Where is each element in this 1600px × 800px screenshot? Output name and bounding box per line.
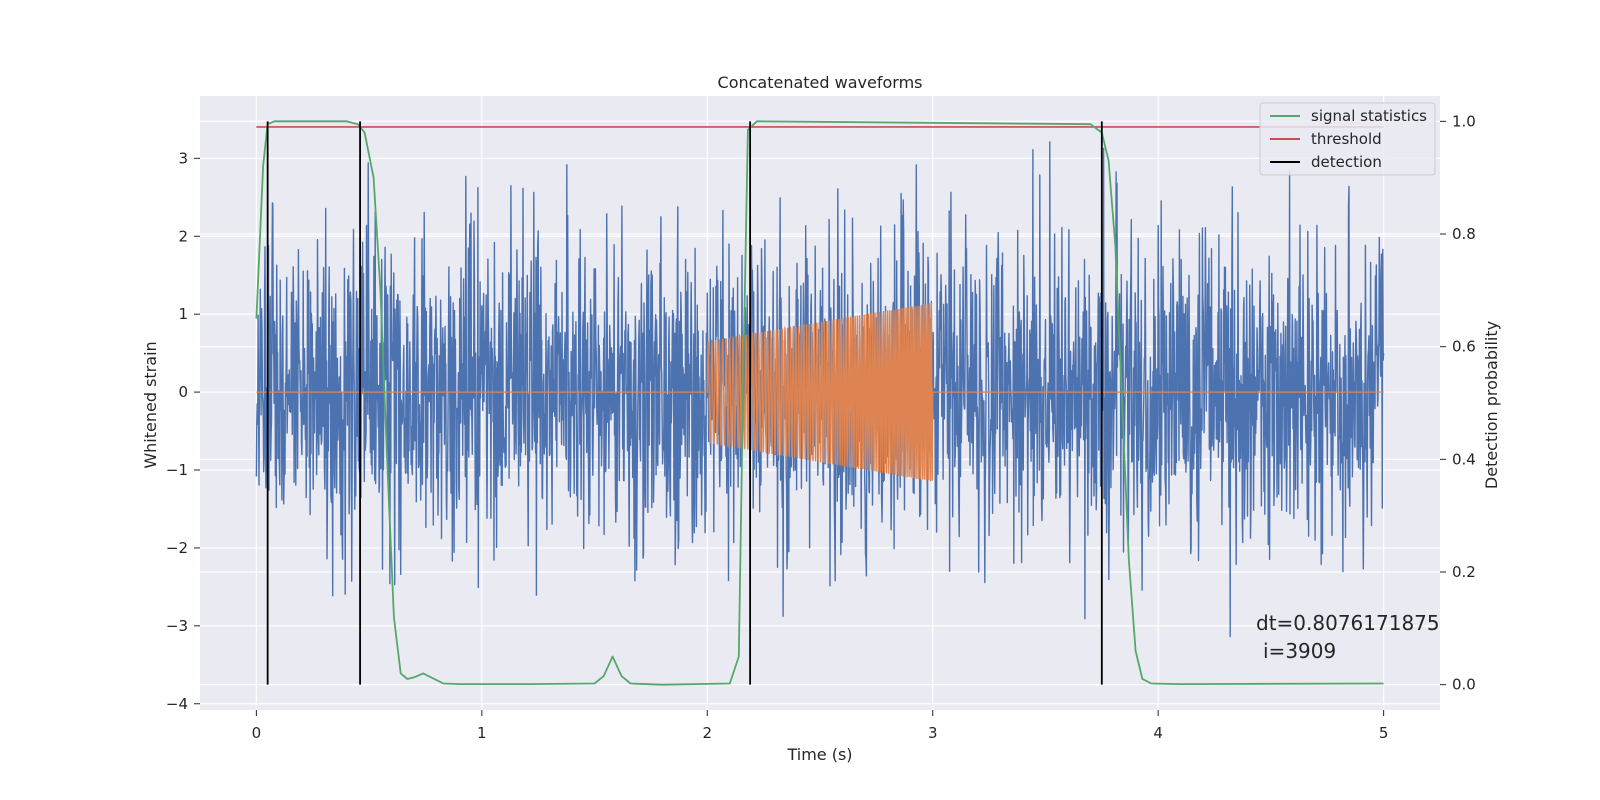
x-tick-label: 4 (1153, 724, 1163, 742)
y2-tick-label: 0.2 (1452, 563, 1476, 581)
y2-tick-label: 0.4 (1452, 450, 1476, 468)
y-tick-label: −4 (166, 695, 188, 713)
y2-tick-label: 0.0 (1452, 676, 1476, 694)
x-axis-label: Time (s) (786, 745, 852, 764)
signal-statistics-line (255, 120, 1384, 686)
y2-tick-label: 1.0 (1452, 112, 1476, 130)
y-tick-label: 2 (178, 227, 188, 245)
y-tick-label: 0 (178, 383, 188, 401)
x-tick-label: 2 (702, 724, 712, 742)
chart-title: Concatenated waveforms (718, 73, 923, 92)
x-tick-label: 1 (477, 724, 487, 742)
y-tick-label: 1 (178, 305, 188, 323)
legend-frame (1259, 102, 1436, 176)
annotation-dt: dt=0.8076171875 (1256, 611, 1440, 635)
x-tick-label: 5 (1379, 724, 1389, 742)
y-tick-label: −1 (166, 461, 188, 479)
legend: signal statistics threshold detection (1259, 102, 1436, 176)
legend-label-threshold: threshold (1311, 130, 1382, 148)
axes: 0 1 2 3 4 5 −4 −3 −2 −1 0 1 2 3 0.0 0.2 0.4 0.6 0.8 1.0 (166, 112, 1476, 742)
y-tick-label: −3 (166, 617, 188, 635)
legend-label-detection: detection (1311, 153, 1382, 171)
y-axis-label: Whitened strain (141, 341, 160, 468)
y-tick-label: 3 (178, 149, 188, 167)
annotation-index: i=3909 (1263, 639, 1336, 663)
x-tick-label: 0 (252, 724, 262, 742)
legend-label-signal-statistics: signal statistics (1311, 107, 1427, 125)
y-tick-label: −2 (166, 539, 188, 557)
y2-axis-label: Detection probability (1482, 321, 1501, 489)
x-tick-label: 3 (928, 724, 938, 742)
y2-tick-label: 0.6 (1452, 338, 1476, 356)
y2-tick-label: 0.8 (1452, 225, 1476, 243)
injection-series-line (256, 302, 1384, 482)
plot-area (255, 120, 1385, 686)
